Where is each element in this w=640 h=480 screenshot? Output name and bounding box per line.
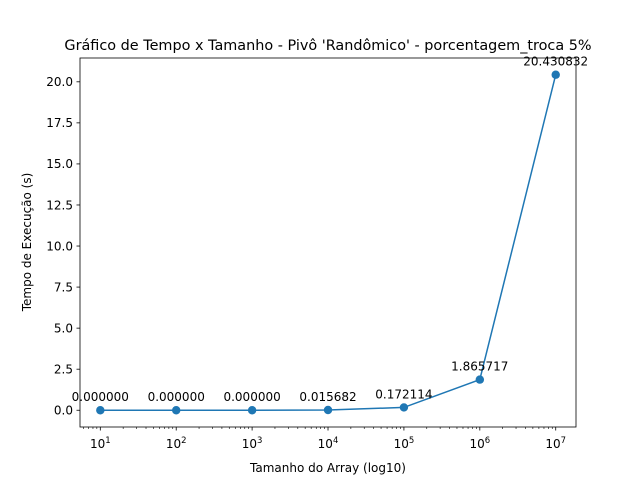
y-tick-label: 17.5 [46,116,73,130]
x-tick-label-exponent: 5 [409,436,414,446]
x-tick-label-base: 10 [545,437,560,451]
x-tick-label-exponent: 7 [561,436,566,446]
data-label: 0.000000 [148,390,205,404]
x-tick-label: 105 [394,436,415,451]
x-tick-label-exponent: 6 [485,436,490,446]
data-point [475,375,485,384]
data-point [96,406,105,415]
x-tick-label: 101 [90,436,111,451]
plot-area: 101 102 103 104 105 106 1070.02.55.07.510.012.… [46,55,588,451]
y-tick-label: 10.0 [46,239,73,253]
x-tick-label-base: 10 [90,437,105,451]
x-tick-label-base: 10 [242,437,257,451]
x-tick-label: 107 [545,436,566,451]
x-tick-label-base: 10 [469,437,484,451]
plot-frame [79,57,577,428]
data-label: 0.000000 [223,390,280,404]
x-axis-label: Tamanho do Array (log10) [249,461,406,475]
data-point [323,405,333,415]
x-tick-label-exponent: 2 [181,436,186,446]
x-tick-label: 106 [469,436,490,451]
x-tick-label-base: 10 [318,437,333,451]
y-tick-label: 20.0 [46,75,73,89]
data-label: 1.865717 [451,360,508,374]
y-tick-label: 0.0 [54,404,73,418]
x-tick-label-base: 10 [394,437,409,451]
y-tick-label: 15.0 [46,157,73,171]
x-tick-label: 104 [318,436,339,451]
y-tick-label: 12.5 [46,198,73,212]
data-point [172,406,181,415]
x-tick-label-exponent: 1 [105,436,110,446]
x-tick-label: 102 [166,436,187,451]
y-tick-label: 2.5 [54,362,73,376]
x-tick-label-exponent: 3 [257,436,262,446]
chart-title: Gráfico de Tempo x Tamanho - Pivô 'Randô… [64,38,591,54]
x-tick-label-base: 10 [166,437,181,451]
x-tick-label: 103 [242,436,263,451]
data-label: 0.000000 [72,390,129,404]
y-tick-label: 5.0 [54,321,73,335]
data-point [551,70,560,79]
data-point [399,403,409,412]
data-point [247,406,257,415]
data-label: 0.015682 [299,390,356,404]
data-label: 0.172114 [375,387,432,401]
y-tick-label: 7.5 [54,280,73,294]
data-label: 20.430832 [523,55,588,69]
x-tick-label-exponent: 4 [333,436,338,446]
y-axis-label: Tempo de Execução (s) [20,173,34,313]
